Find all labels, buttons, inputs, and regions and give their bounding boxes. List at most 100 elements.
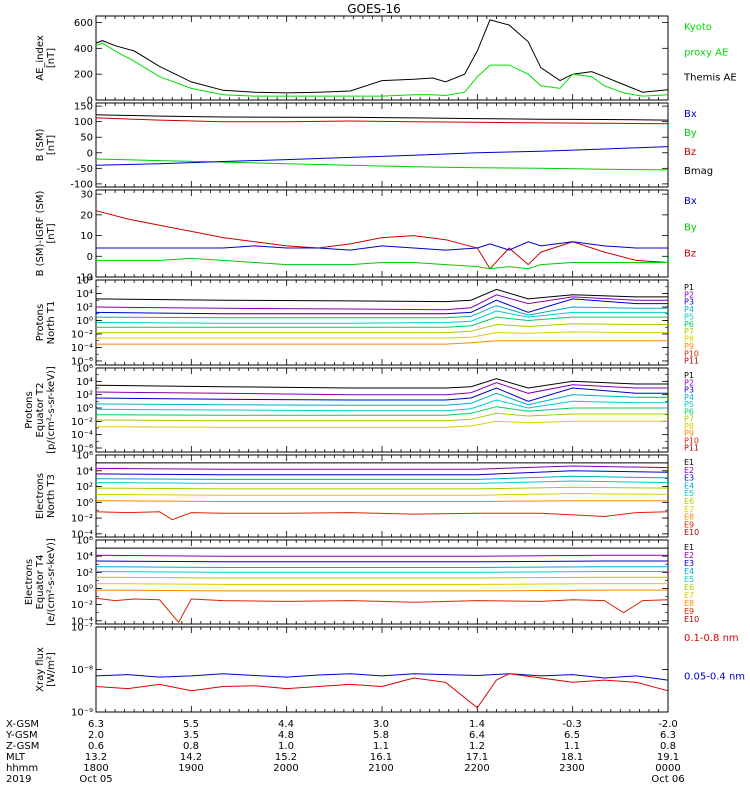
- x-row-value: 0.8: [660, 741, 676, 752]
- y-tick-label: 10⁰: [76, 404, 93, 415]
- y-tick-label: 10⁻⁴: [71, 343, 93, 354]
- series-line-7: [95, 583, 668, 585]
- y-tick-label: 10: [80, 231, 93, 242]
- legend-entry: P5: [684, 312, 694, 321]
- legend-entry: P8: [684, 422, 694, 431]
- legend-entry: Bx: [684, 196, 697, 207]
- legend-entry: P11: [684, 357, 699, 366]
- y-tick-label: 200: [74, 70, 93, 81]
- x-row-value: 1.1: [564, 741, 580, 752]
- panel-frame: [95, 454, 669, 538]
- series-line-3: [95, 560, 668, 563]
- y-tick-label: 10⁶: [76, 276, 93, 287]
- y-tick-label: 10²: [76, 568, 93, 579]
- legend-entry: P4: [684, 305, 694, 314]
- y-tick-label: -50: [77, 164, 93, 175]
- legend-entry: Bx: [684, 109, 697, 120]
- legend-entry: P11: [684, 444, 699, 453]
- y-tick-label: -10: [77, 273, 93, 284]
- series-line-1: [95, 288, 668, 303]
- y-axis-label-line: [p/(cm²-s-sr-keV)]: [46, 366, 57, 454]
- legend-entry: E8: [684, 513, 694, 522]
- legend-entry: P3: [684, 298, 694, 307]
- legend-entry: 0.05-0.4 nm: [684, 672, 745, 683]
- x-row-value: 3.0: [373, 719, 389, 730]
- legend-entry: P10: [684, 436, 699, 445]
- y-tick-label: 10⁶: [76, 451, 93, 462]
- legend-entry: E5: [684, 575, 694, 584]
- x-row-value: 1.0: [278, 741, 294, 752]
- x-row-label: MLT: [6, 752, 26, 763]
- x-row-value: 5.5: [183, 719, 199, 730]
- x-row-value: 0.6: [88, 741, 104, 752]
- y-tick-label: 10⁰: [76, 584, 93, 595]
- series-line-2: [95, 673, 669, 709]
- series-line-1: [95, 673, 669, 681]
- legend-entry: Bz: [684, 147, 696, 158]
- series-line-6: [95, 486, 669, 490]
- y-axis-label: Xray flux[W/m²]: [35, 647, 57, 692]
- legend-entry: Themis AE: [683, 73, 737, 84]
- panel-8: 10⁻⁷ 10⁻⁸ 10⁻⁹ Xray flux[W/m²] 0.1-0.8 nm 0.0…: [35, 623, 745, 719]
- x-row-value: 6.3: [88, 719, 104, 730]
- series-line-2: [95, 294, 668, 311]
- series-line-8: [95, 500, 668, 502]
- y-tick-label: 150: [74, 102, 93, 113]
- series-line-2: [95, 465, 669, 470]
- y-axis-label-line: Xray flux: [35, 647, 46, 692]
- y-tick-label: 10²: [76, 390, 93, 401]
- x-year: 2019: [6, 774, 31, 785]
- legend-entry: E7: [684, 505, 694, 514]
- y-tick-label: 50: [80, 133, 93, 144]
- y-tick-label: 400: [74, 44, 93, 55]
- legend-entry: E6: [684, 583, 694, 592]
- legend-entry: E5: [684, 489, 694, 498]
- y-tick-label: 10⁶: [76, 536, 93, 547]
- legend-entry: E2: [684, 551, 694, 560]
- y-tick-label: 10⁴: [76, 289, 93, 300]
- x-row-value: 16.1: [370, 752, 392, 763]
- x-row-value: -2.0: [658, 719, 678, 730]
- x-row-value: 19.1: [657, 752, 679, 763]
- legend-entry: P10: [684, 349, 699, 358]
- x-row-value: 1.1: [373, 741, 389, 752]
- series-line-9: [95, 597, 669, 624]
- legend-entry: Bz: [684, 249, 696, 260]
- y-axis-label-line: Electrons: [24, 559, 35, 605]
- series-line-7: [96, 323, 668, 334]
- y-tick-label: 20: [80, 210, 93, 221]
- y-axis-label-line: Protons: [35, 304, 46, 341]
- y-tick-label: 0: [87, 252, 93, 263]
- panel-5: 10⁶ 10⁴ 10² 10⁰ 10⁻² 10⁻⁴ 10⁻⁶ ProtonsEquator T…: [24, 364, 699, 455]
- panel-frame: [95, 539, 669, 625]
- x-row-value: 1.4: [469, 719, 485, 730]
- legend-entry: P8: [684, 335, 694, 344]
- legend-entry: E10: [684, 528, 699, 537]
- series-line-8: [95, 589, 668, 592]
- x-row-label: hhmm: [6, 763, 38, 774]
- series-line-9: [95, 511, 669, 521]
- y-axis-label-line: B (SM)-IGRF (SM): [35, 191, 46, 277]
- x-row-label: Z-GSM: [6, 741, 39, 752]
- x-row-value: 2.0: [88, 730, 104, 741]
- legend-entry: E9: [684, 607, 694, 616]
- legend-entry: P2: [684, 378, 694, 387]
- y-tick-label: 10⁰: [76, 498, 93, 509]
- y-tick-label: -100: [70, 179, 93, 190]
- x-date-start: Oct 05: [79, 774, 112, 785]
- y-axis-label-line: Protons: [24, 391, 35, 428]
- y-tick-label: 10⁻⁹: [71, 708, 93, 719]
- y-tick-label: 10⁻⁶: [71, 444, 93, 455]
- y-tick-label: 10⁰: [76, 316, 93, 327]
- x-row-value: 0.8: [183, 741, 199, 752]
- x-row-value: 4.4: [278, 719, 294, 730]
- panel-7: 10⁶ 10⁴ 10² 10⁰ 10⁻² 10⁻⁴ ElectronsEquator T4[…: [24, 536, 699, 628]
- series-line-2: [95, 117, 669, 125]
- series-line-4: [95, 475, 669, 480]
- series-line-2: [96, 241, 668, 251]
- y-axis-label: B (SM)-IGRF (SM)[nT]: [35, 191, 57, 277]
- y-tick-label: 10⁻²: [71, 600, 93, 611]
- y-axis-label-line: [nT]: [46, 223, 57, 243]
- panel-frame: [95, 102, 669, 188]
